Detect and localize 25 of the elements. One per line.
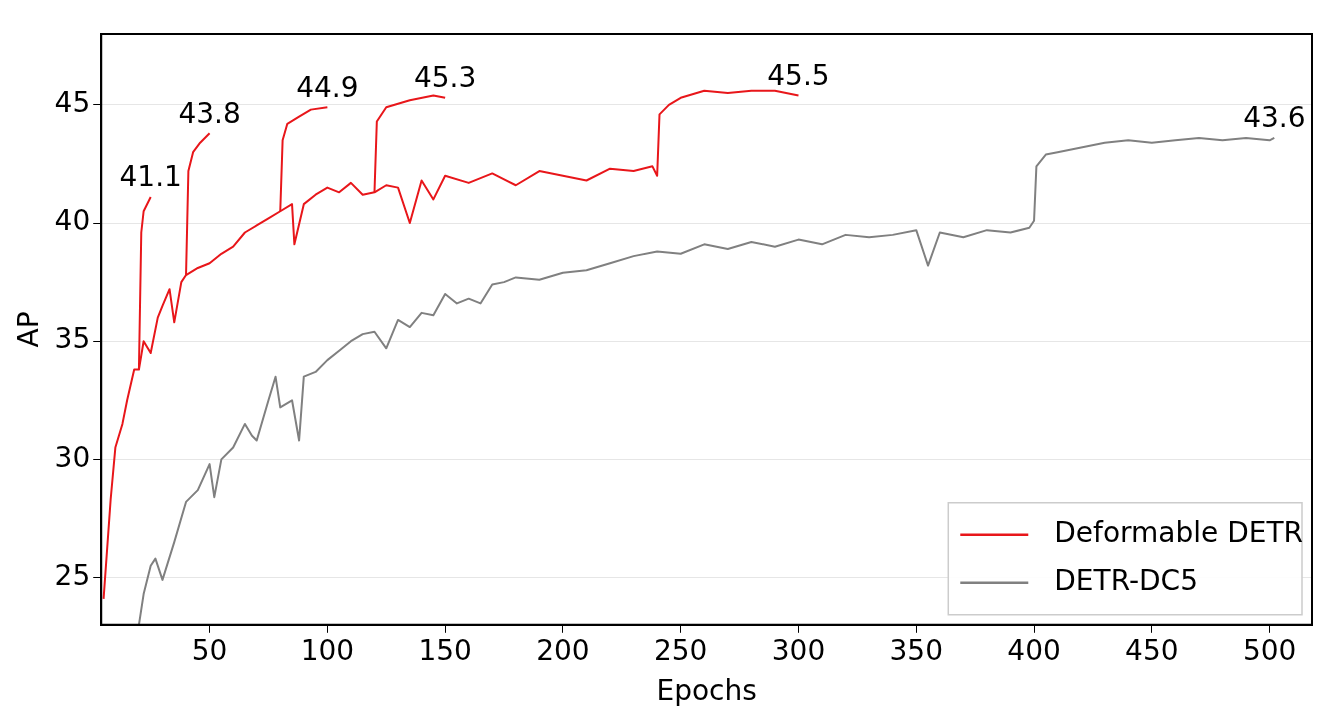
x-tick-label: 350 [889, 633, 943, 667]
x-tick-label: 450 [1125, 633, 1179, 667]
y-tick-label: 45 [54, 86, 91, 120]
y-tick-label: 25 [54, 558, 91, 592]
x-tick-label: 500 [1242, 633, 1297, 667]
x-tick-label: 50 [191, 633, 228, 667]
x-tick-label: 300 [771, 633, 826, 667]
annotation: 41.1 [119, 160, 182, 194]
y-tick-label: 35 [54, 322, 91, 356]
annotation: 45.5 [767, 58, 830, 92]
x-axis-title: Epochs [656, 674, 757, 708]
annotation: 43.6 [1243, 101, 1306, 135]
y-axis-title: AP [12, 311, 46, 348]
annotation: 45.3 [413, 61, 477, 95]
y-tick-label: 30 [54, 440, 91, 474]
x-tick-label: 100 [300, 633, 355, 667]
annotation: 44.9 [296, 70, 359, 104]
x-tick-label: 250 [653, 633, 708, 667]
legend-label: Deformable DETR [1054, 516, 1303, 550]
x-tick-label: 150 [418, 633, 472, 667]
annotation: 43.8 [178, 96, 241, 130]
y-tick-label: 40 [54, 204, 91, 238]
x-tick-label: 400 [1007, 633, 1061, 667]
x-tick-label: 200 [536, 633, 590, 667]
legend-label: DETR-DC5 [1054, 564, 1198, 598]
